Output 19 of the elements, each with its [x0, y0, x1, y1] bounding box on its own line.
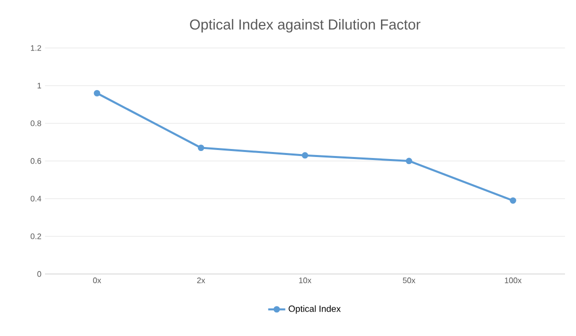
point [94, 90, 100, 96]
x-tick-label: 50x [402, 278, 416, 284]
y-tick-label: 0 [37, 271, 42, 277]
y-tick-label: 0.6 [30, 158, 42, 164]
x-tick-label: 10x [299, 278, 312, 284]
point [406, 158, 412, 164]
point [302, 152, 308, 159]
x-tick-label: 2x [197, 278, 206, 284]
y-tick-label: 1 [38, 82, 42, 88]
y-tick-label: 0.4 [30, 196, 42, 202]
point [510, 197, 516, 204]
x-tick-label: 100x [504, 278, 522, 284]
y-tick-label: 1.2 [30, 45, 42, 51]
x-tick-label: 0x [93, 278, 102, 284]
y-tick-label: 0.2 [30, 233, 42, 240]
chart-title: Optical Index against Dilution Factor [190, 19, 420, 32]
point [198, 144, 204, 152]
legend-label: Optical Index [288, 305, 341, 314]
y-tick-label: 0.8 [30, 120, 42, 126]
